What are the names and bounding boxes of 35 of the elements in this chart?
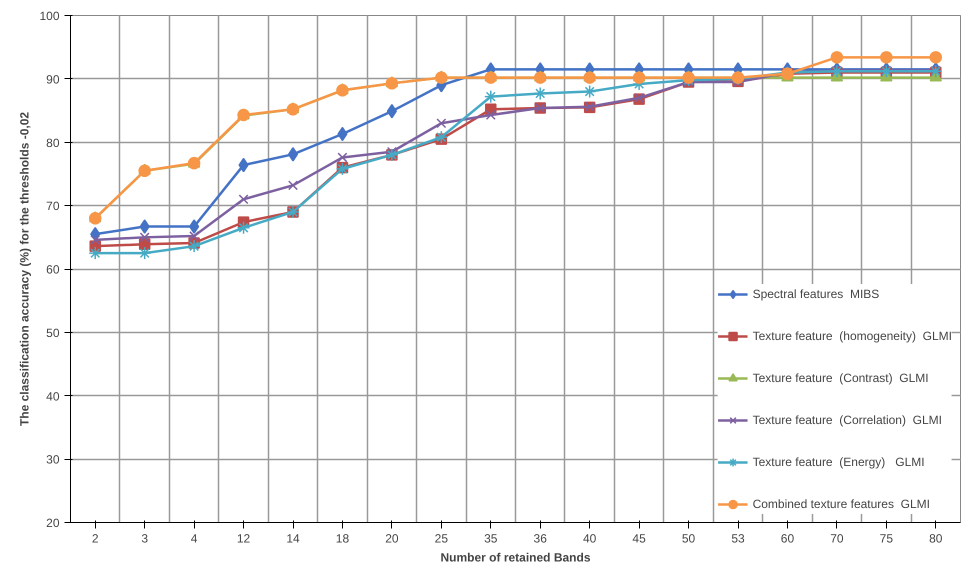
y-tick-label: 40 — [46, 389, 60, 404]
legend-label: Texture feature (Correlation) GLMI — [752, 413, 942, 427]
legend-label: Texture feature (Contrast) GLMI — [752, 371, 929, 385]
x-tick-label: 75 — [880, 532, 894, 546]
y-axis-title: The classification accuracy (%) for the thresholds -0,02 — [17, 112, 32, 426]
x-tick-label: 25 — [434, 532, 448, 546]
y-tick-label: 100 — [39, 9, 60, 23]
x-tick-label: 40 — [582, 532, 597, 546]
y-tick-label: 50 — [46, 326, 60, 340]
y-tick-label: 80 — [46, 136, 60, 150]
legend-label: Combined texture features GLMI — [752, 497, 930, 511]
x-tick-label: 3 — [141, 532, 148, 546]
legend-label: Spectral features MIBS — [752, 287, 880, 301]
y-tick-label: 70 — [46, 199, 60, 214]
x-tick-label: 14 — [286, 532, 300, 546]
x-axis-title: Number of retained Bands — [440, 550, 591, 564]
x-tick-label: 80 — [929, 532, 943, 546]
x-tick-label: 60 — [780, 532, 794, 546]
x-tick-label: 36 — [534, 532, 548, 546]
legend-label: Texture feature (Energy) GLMI — [752, 455, 925, 469]
x-tick-label: 70 — [830, 532, 844, 546]
y-tick-label: 90 — [46, 72, 60, 86]
x-tick-label: 18 — [336, 532, 350, 546]
x-tick-label: 35 — [484, 532, 498, 546]
legend-label: Texture feature (homogeneity) GLMI — [752, 329, 952, 343]
y-tick-label: 60 — [46, 262, 60, 276]
x-tick-label: 45 — [632, 532, 646, 546]
y-tick-label: 30 — [46, 452, 60, 467]
x-tick-label: 12 — [236, 532, 251, 546]
x-tick-label: 4 — [190, 532, 198, 546]
x-tick-label: 20 — [385, 532, 399, 546]
x-tick-label: 53 — [731, 532, 745, 546]
y-tick-label: 20 — [46, 516, 60, 530]
x-tick-label: 2 — [92, 532, 99, 546]
x-tick-label: 50 — [682, 532, 696, 546]
